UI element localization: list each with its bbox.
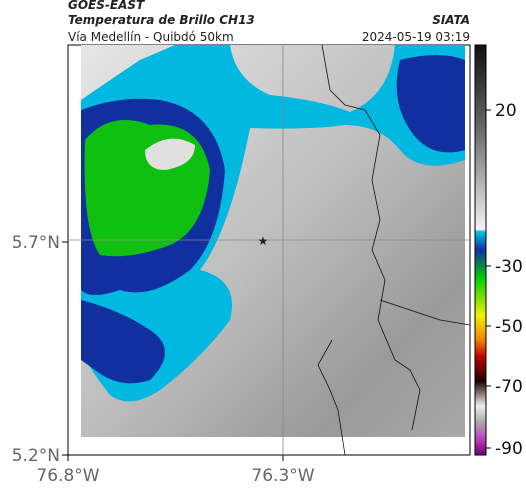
colorbar-label: -50 — [495, 317, 523, 337]
colorbar-label: -70 — [495, 377, 523, 397]
lat-label: 5.7°N — [12, 233, 60, 253]
satellite: GOES-EAST — [68, 0, 145, 12]
border — [317, 44, 421, 456]
map-panel: ★ — [67, 44, 471, 456]
source: SIATA — [432, 13, 470, 27]
cloud-blue — [81, 300, 165, 384]
lon-label: 76.3°W — [251, 466, 314, 486]
timestamp: 2024-05-19 03:19 — [362, 30, 470, 44]
cloud-blue — [396, 55, 465, 153]
border — [379, 299, 471, 326]
colorbar-label: 20 — [495, 101, 517, 121]
city-marker: ★ — [258, 234, 269, 248]
lat-label: 5.2°N — [12, 446, 60, 466]
route: Vía Medellín - Quibdó 50km — [68, 30, 234, 44]
cloud-gap — [145, 138, 195, 170]
colorbar-label: -90 — [495, 439, 523, 459]
lon-label: 76.8°W — [36, 466, 99, 486]
colorbar — [474, 44, 487, 456]
product: Temperatura de Brillo CH13 — [68, 13, 255, 27]
colorbar-label: -30 — [495, 257, 523, 277]
colorbar-scale — [474, 44, 487, 456]
